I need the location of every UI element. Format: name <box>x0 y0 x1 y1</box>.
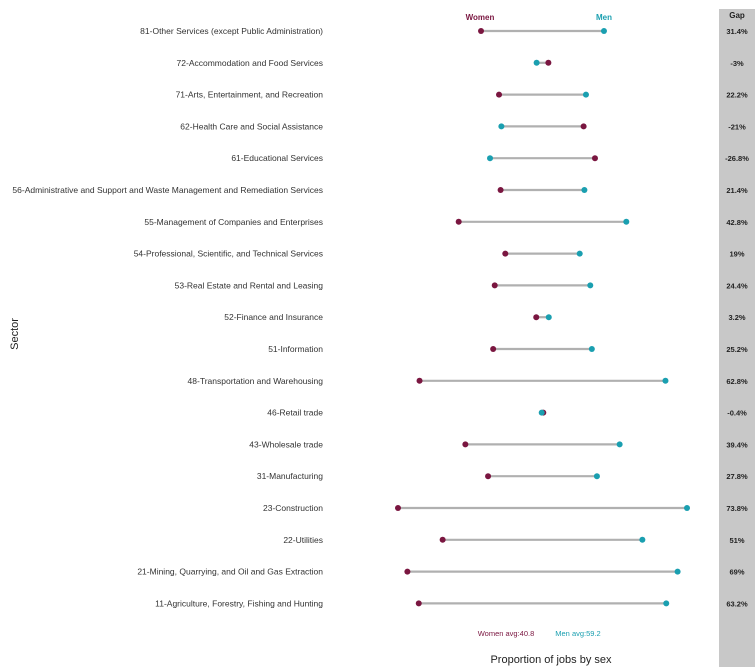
legend-women-label: Women <box>466 13 495 22</box>
men-point <box>576 250 583 257</box>
men-point <box>616 441 623 448</box>
men-point <box>545 314 552 321</box>
sector-label: 53-Real Estate and Rental and Leasing <box>175 280 324 290</box>
gap-value: 63.2% <box>726 599 748 608</box>
gap-value: 42.8% <box>726 218 748 227</box>
sector-label: 71-Arts, Entertainment, and Recreation <box>176 90 324 100</box>
gap-value: 3.2% <box>728 313 745 322</box>
gap-value: 22.2% <box>726 91 748 100</box>
legend-men-label: Men <box>596 13 612 22</box>
gap-panel <box>719 9 755 667</box>
women-point <box>395 505 401 511</box>
women-point <box>591 155 598 162</box>
women-point <box>404 568 411 575</box>
sector-label: 55-Management of Companies and Enterpris… <box>144 217 323 227</box>
gap-value: 21.4% <box>726 186 748 195</box>
sector-label: 62-Health Care and Social Assistance <box>180 121 323 131</box>
women-point <box>485 473 492 480</box>
x-axis-title: Proportion of jobs by sex <box>490 654 612 666</box>
men-average-label: Men avg:59.2 <box>555 629 600 638</box>
sector-label: 31-Manufacturing <box>257 471 323 481</box>
women-point <box>490 346 497 352</box>
women-point <box>415 600 422 607</box>
gap-value: -21% <box>728 122 746 131</box>
men-point <box>582 91 589 98</box>
women-point <box>496 91 503 98</box>
men-point <box>663 600 670 607</box>
sector-label: 21-Mining, Quarrying, and Oil and Gas Ex… <box>137 567 323 577</box>
men-point <box>600 28 607 34</box>
gap-value: -0.4% <box>727 409 747 418</box>
men-point <box>684 505 690 511</box>
sector-label: 72-Accommodation and Food Services <box>177 58 323 68</box>
sector-label: 56-Administrative and Support and Waste … <box>12 185 323 195</box>
women-point <box>545 59 552 66</box>
men-point <box>538 409 545 416</box>
sector-label: 23-Construction <box>263 503 323 513</box>
gap-value: -26.8% <box>725 154 749 163</box>
y-axis-title: Sector <box>9 318 21 350</box>
men-point <box>581 187 588 193</box>
sector-label: 46-Retail trade <box>267 408 323 418</box>
gap-title: Gap <box>729 11 745 20</box>
men-point <box>674 568 681 575</box>
women-point <box>533 314 540 321</box>
gap-value: -3% <box>730 59 744 68</box>
sector-label: 11-Agriculture, Forestry, Fishing and Hu… <box>155 598 323 608</box>
men-point <box>487 155 494 162</box>
women-point <box>439 536 446 543</box>
sector-label: 81-Other Services (except Public Adminis… <box>140 26 323 36</box>
gap-value: 69% <box>729 568 744 577</box>
sector-label: 48-Transportation and Warehousing <box>188 376 324 386</box>
gap-value: 31.4% <box>726 27 748 36</box>
gap-value: 24.4% <box>726 281 748 290</box>
sector-label: 54-Professional, Scientific, and Technic… <box>134 249 323 259</box>
men-point <box>588 346 595 352</box>
men-point <box>593 473 600 480</box>
women-point <box>502 250 509 257</box>
men-point <box>587 282 594 289</box>
gap-value: 39.4% <box>726 440 748 449</box>
sector-label: 51-Information <box>268 344 323 354</box>
women-point <box>416 377 423 384</box>
gap-value: 62.8% <box>726 377 748 386</box>
gap-value: 19% <box>729 250 744 259</box>
sector-label: 22-Utilities <box>283 535 323 545</box>
sector-label: 61-Educational Services <box>231 153 323 163</box>
gap-value: 27.8% <box>726 472 748 481</box>
sector-label: 52-Finance and Insurance <box>224 312 323 322</box>
women-point <box>462 441 469 448</box>
gap-value: 25.2% <box>726 345 748 354</box>
women-point <box>478 28 485 34</box>
women-point <box>580 123 587 130</box>
women-point <box>491 282 498 289</box>
men-point <box>662 377 669 384</box>
men-point <box>498 123 505 130</box>
men-point <box>623 218 630 225</box>
chart-rows: 81-Other Services (except Public Adminis… <box>12 26 749 608</box>
sector-label: 43-Wholesale trade <box>249 439 323 449</box>
men-point <box>639 536 646 543</box>
gap-value: 51% <box>729 536 744 545</box>
gap-value: 73.8% <box>726 504 748 513</box>
women-average-label: Women avg:40.8 <box>478 629 535 638</box>
women-point <box>497 187 504 193</box>
men-point <box>533 59 540 66</box>
women-point <box>455 218 462 225</box>
